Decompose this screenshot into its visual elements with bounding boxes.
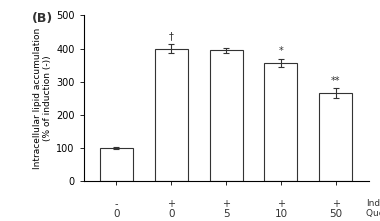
Bar: [155, 49, 188, 181]
Text: 50: 50: [329, 210, 342, 219]
Text: *: *: [279, 46, 283, 56]
Text: -: -: [115, 199, 118, 210]
Bar: [210, 50, 242, 181]
Text: +: +: [277, 199, 285, 210]
Text: (B): (B): [32, 12, 54, 25]
Text: 10: 10: [274, 210, 288, 219]
Text: +: +: [332, 199, 340, 210]
Text: 5: 5: [223, 210, 230, 219]
Text: 0: 0: [113, 210, 120, 219]
Bar: [319, 93, 352, 181]
Text: Quercetin (μM): Quercetin (μM): [366, 210, 380, 218]
Bar: [100, 148, 133, 181]
Text: +: +: [167, 199, 175, 210]
Y-axis label: Intracellular lipid accumulation
(% of induction (-)): Intracellular lipid accumulation (% of i…: [33, 28, 52, 169]
Text: 0: 0: [168, 210, 174, 219]
Text: **: **: [331, 76, 340, 86]
Bar: [264, 63, 298, 181]
Text: †: †: [169, 32, 174, 42]
Text: +: +: [222, 199, 230, 210]
Text: Induction: Induction: [366, 199, 380, 208]
